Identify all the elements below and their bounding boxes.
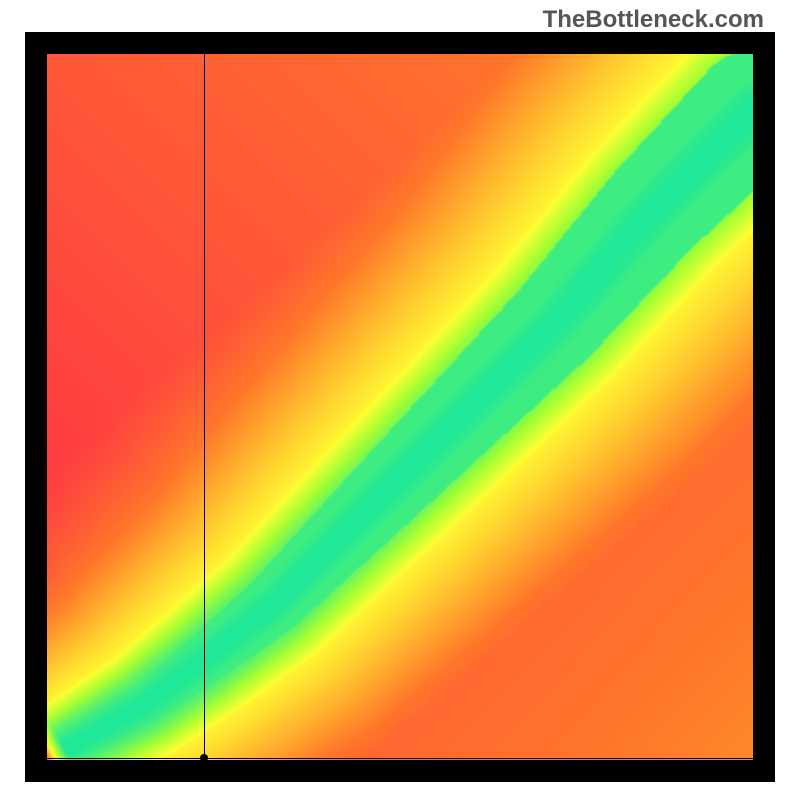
watermark-text: TheBottleneck.com — [543, 6, 764, 34]
frame-bottom — [25, 760, 775, 782]
frame-right — [753, 32, 775, 782]
marker-horizontal-line — [47, 758, 753, 759]
frame-left — [25, 32, 47, 782]
heatmap-canvas — [47, 54, 753, 760]
marker-vertical-line — [204, 54, 205, 760]
chart-container: TheBottleneck.com — [0, 0, 800, 800]
frame-top — [25, 32, 775, 54]
